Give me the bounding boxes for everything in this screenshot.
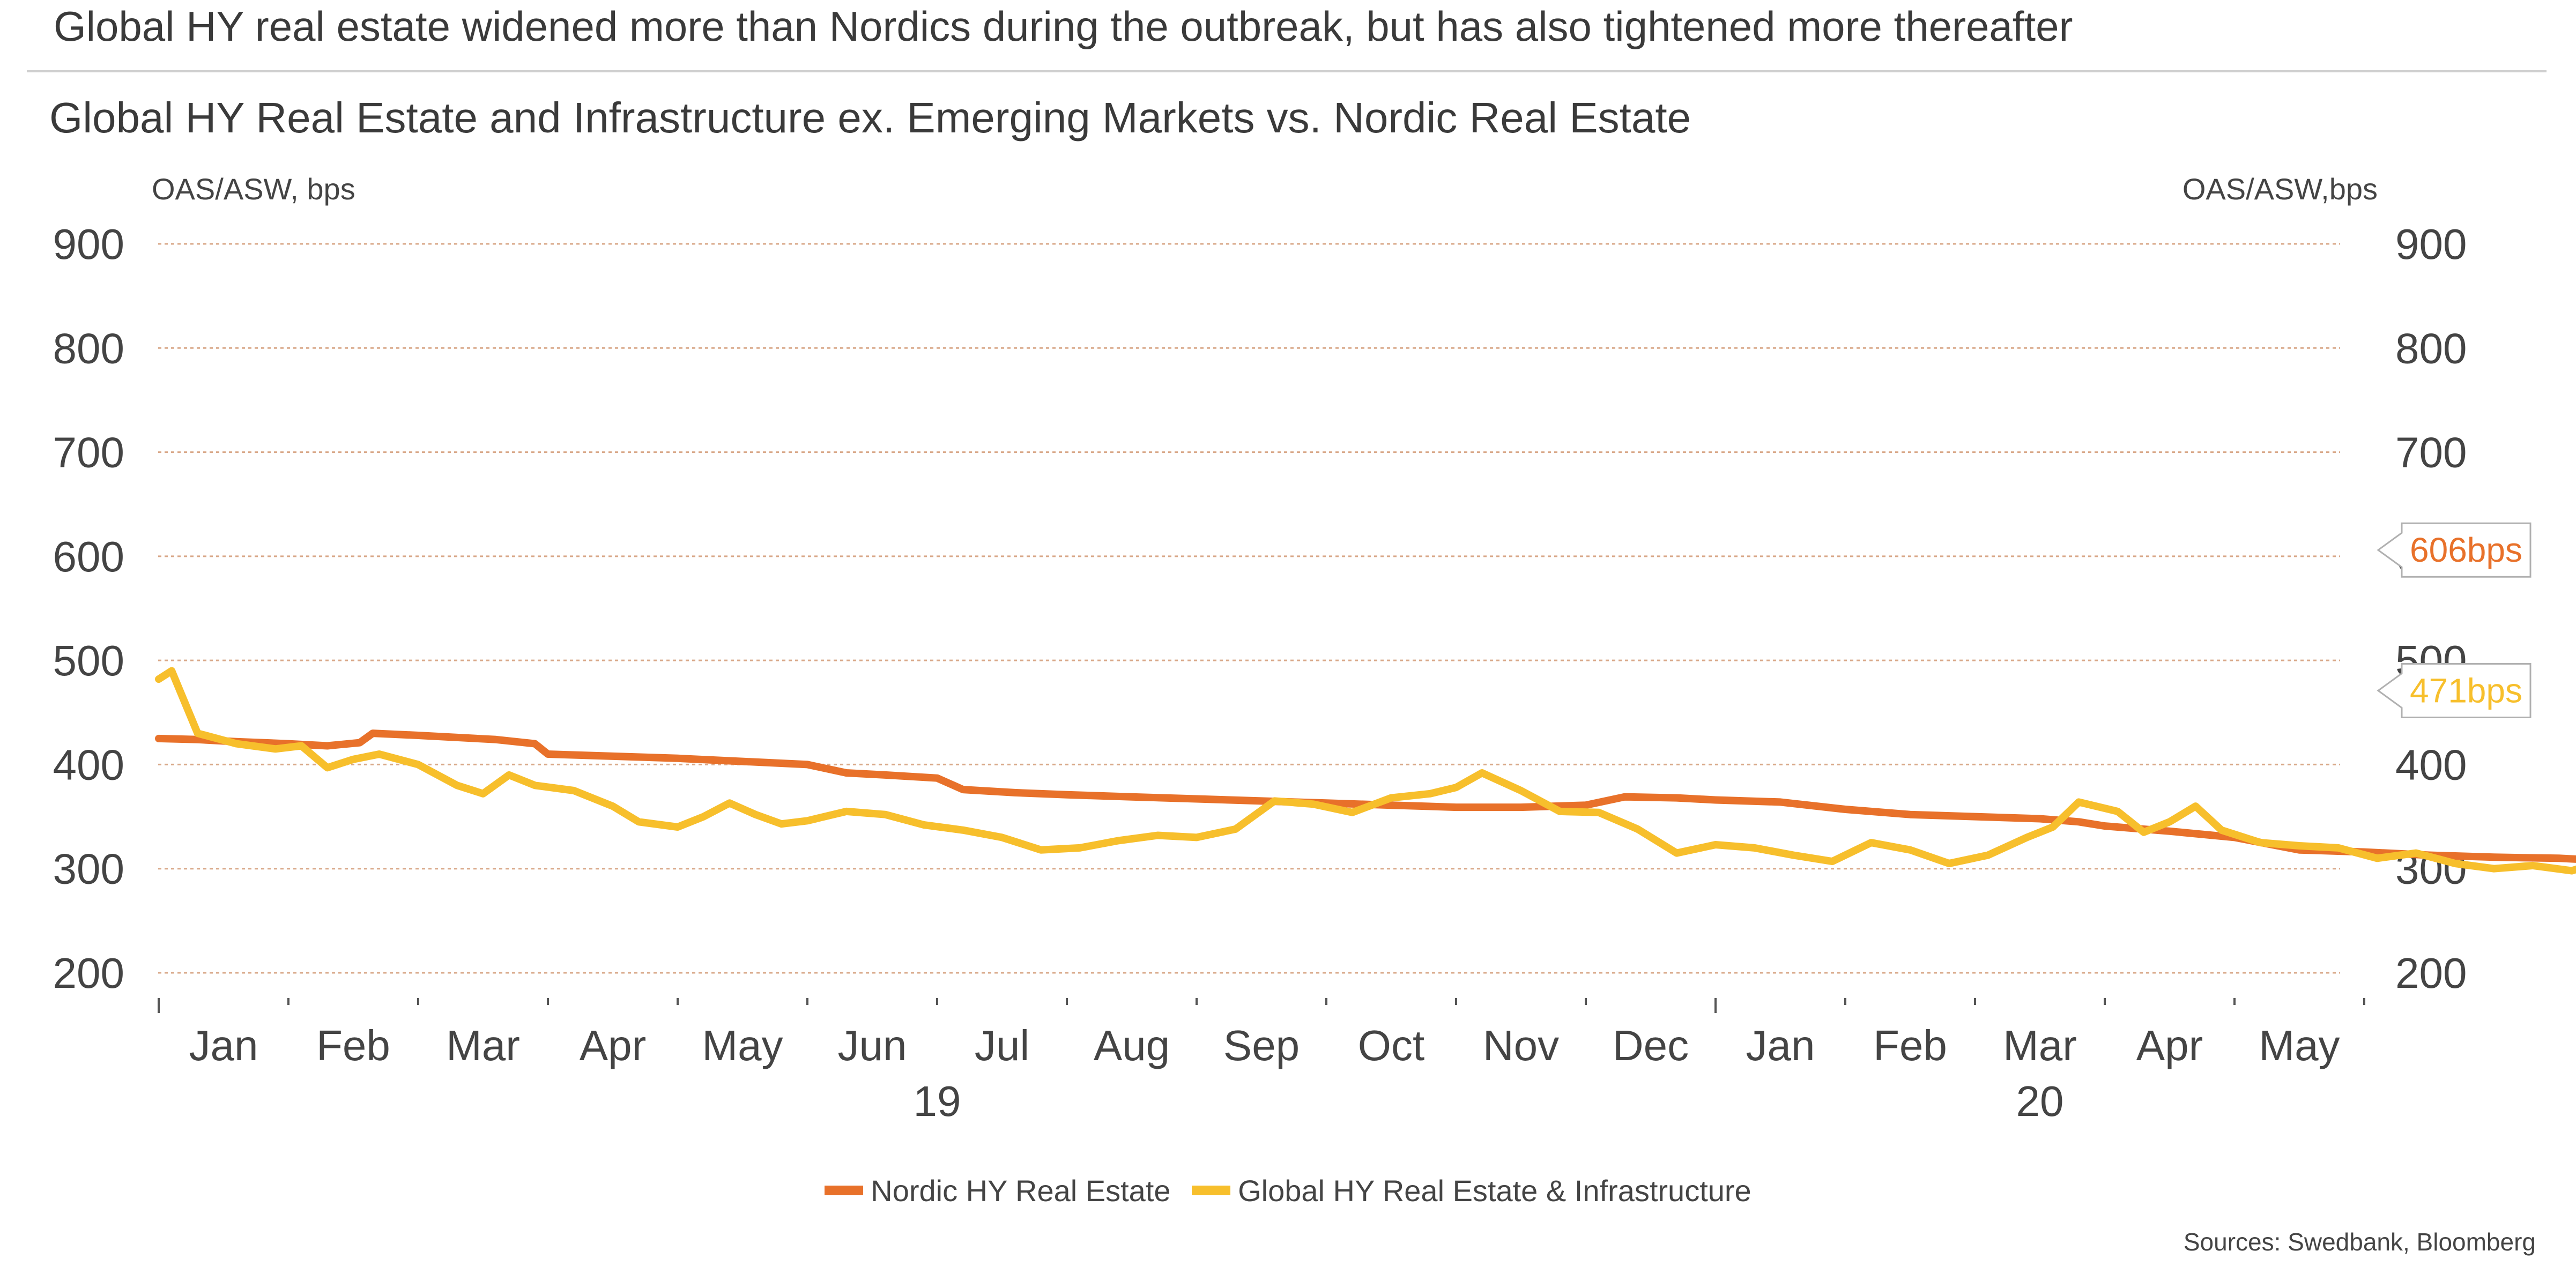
x-tick-label: Apr bbox=[2136, 1022, 2203, 1069]
y-tick-label-left: 500 bbox=[53, 637, 124, 684]
x-tick-label: Feb bbox=[316, 1022, 390, 1069]
legend: Nordic HY Real Estate Global HY Real Est… bbox=[0, 1167, 2576, 1208]
x-year-label: 19 bbox=[914, 1077, 961, 1125]
legend-label: Nordic HY Real Estate bbox=[871, 1173, 1171, 1208]
y-tick-label-left: 600 bbox=[53, 533, 124, 580]
source-note: Sources: Swedbank, Bloomberg bbox=[2183, 1228, 2536, 1256]
x-tick-label: Jun bbox=[838, 1022, 907, 1069]
headline: Global HY real estate widened more than … bbox=[54, 3, 2073, 50]
x-tick-label: Nov bbox=[1483, 1022, 1559, 1069]
end-label-box bbox=[2377, 522, 2532, 578]
series-line bbox=[155, 667, 2576, 875]
end-label-box bbox=[2377, 662, 2532, 718]
x-year-label: 20 bbox=[2016, 1077, 2064, 1125]
x-tick-label: Jan bbox=[189, 1022, 258, 1069]
y-axis-label-left: OAS/ASW, bps bbox=[152, 172, 355, 206]
series-lines bbox=[155, 667, 2576, 875]
y-tick-label-right: 400 bbox=[2395, 741, 2467, 788]
x-tick-label: Feb bbox=[1873, 1022, 1947, 1069]
x-tick-label: May bbox=[702, 1022, 783, 1069]
chart-title: Global HY Real Estate and Infrastructure… bbox=[49, 94, 1691, 142]
legend-swatch bbox=[825, 1186, 864, 1195]
x-tick-label: Sep bbox=[1223, 1022, 1300, 1069]
y-tick-label-left: 900 bbox=[53, 220, 124, 268]
legend-item-nordic: Nordic HY Real Estate bbox=[825, 1173, 1171, 1208]
series-line bbox=[155, 729, 2576, 863]
y-axis-left: 200 300 400 500 600 700 800 900 OAS/ASW, bps bbox=[53, 172, 355, 997]
gridlines bbox=[158, 243, 2340, 974]
x-axis: Jan Feb Mar Apr May Jun Jul Aug Sep Oct Nov Dec Jan F… bbox=[158, 998, 2365, 1125]
legend-label: Global HY Real Estate & Infrastructure bbox=[1238, 1173, 1751, 1208]
divider bbox=[27, 70, 2547, 72]
y-tick-label-right: 200 bbox=[2395, 949, 2467, 997]
x-tick-label: Apr bbox=[580, 1022, 647, 1069]
end-label: 471bps bbox=[2410, 671, 2522, 710]
y-tick-label-left: 400 bbox=[53, 741, 124, 788]
x-tick-label: Jul bbox=[975, 1022, 1029, 1069]
y-tick-label-right: 700 bbox=[2395, 429, 2467, 476]
x-tick-label: Oct bbox=[1358, 1022, 1424, 1069]
y-tick-label-right: 800 bbox=[2395, 324, 2467, 372]
y-tick-label-left: 300 bbox=[53, 845, 124, 893]
y-tick-label-left: 800 bbox=[53, 324, 124, 372]
end-label: 606bps bbox=[2410, 531, 2522, 569]
y-tick-label-right: 900 bbox=[2395, 220, 2467, 268]
x-tick-label: Mar bbox=[446, 1022, 520, 1069]
x-tick-label: Dec bbox=[1613, 1022, 1689, 1069]
x-tick-label: Aug bbox=[1094, 1022, 1170, 1069]
legend-swatch bbox=[1192, 1186, 1231, 1195]
end-labels: 606bps 471bps bbox=[2377, 522, 2532, 718]
y-tick-label-left: 700 bbox=[53, 429, 124, 476]
y-axis-label-right: OAS/ASW,bps bbox=[2182, 172, 2378, 206]
x-tick-label: Jan bbox=[1746, 1022, 1815, 1069]
legend-item-global: Global HY Real Estate & Infrastructure bbox=[1192, 1173, 1751, 1208]
x-tick-label: Mar bbox=[2003, 1022, 2077, 1069]
x-tick-label: May bbox=[2259, 1022, 2340, 1069]
y-tick-label-left: 200 bbox=[53, 949, 124, 997]
